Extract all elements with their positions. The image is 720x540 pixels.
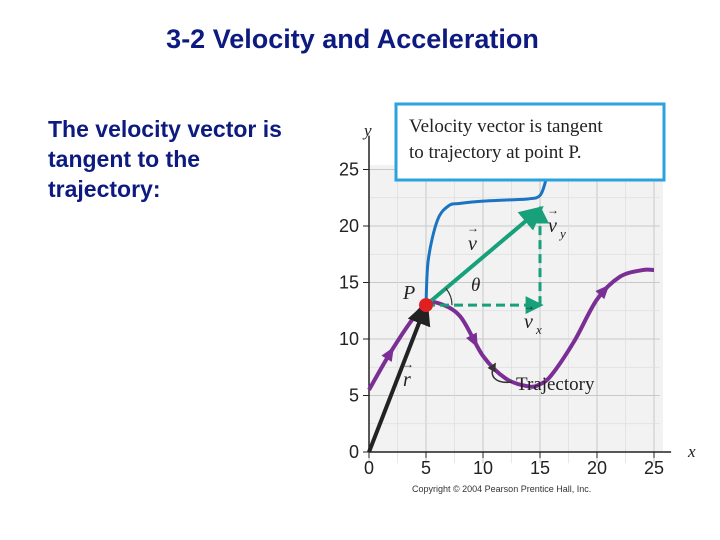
callout-box — [394, 102, 666, 182]
x-tick-label: 5 — [421, 458, 431, 478]
y-tick-label: 10 — [339, 329, 359, 349]
y-tick-label: 5 — [349, 386, 359, 406]
vector-arrow-glyph: → — [467, 221, 479, 235]
y-tick-label: 0 — [349, 442, 359, 462]
body-text: The velocity vector is tangent to the tr… — [48, 116, 282, 202]
x-tick-label: 20 — [587, 458, 607, 478]
plot-area — [369, 165, 663, 452]
blue-curve — [424, 157, 553, 306]
v-label: v — [468, 233, 477, 255]
vy-subscript: y — [558, 226, 566, 241]
trajectory-pointer-arrow — [487, 362, 513, 384]
r-symbol: r — [403, 369, 411, 391]
vector-arrow-glyph: → — [547, 203, 559, 217]
y-axis-label: y — [362, 121, 372, 140]
position-vector — [367, 300, 431, 453]
y-tick-label: 15 — [339, 273, 359, 293]
velocity-vector — [424, 205, 544, 307]
x-tick-label: 15 — [530, 458, 550, 478]
point-p-marker — [419, 298, 433, 313]
vector-arrow-glyph: → — [402, 357, 414, 371]
callout-line-2: to trajectory at point P. — [409, 142, 582, 163]
vy-label: v y → — [547, 203, 566, 241]
angle-arc — [445, 287, 453, 306]
velocity-label: v → — [467, 221, 479, 255]
trajectory-arrowhead — [466, 332, 478, 348]
r-label: r → — [402, 357, 414, 391]
copyright-notice: Copyright © 2004 Pearson Prentice Hall, … — [412, 484, 592, 494]
vy-symbol: v — [548, 215, 557, 237]
tick-labels: 0 5 10 15 20 25 0 5 10 15 20 25 — [339, 160, 664, 479]
point-p-label: P — [402, 282, 415, 304]
x-tick-label: 0 — [364, 458, 374, 478]
vx-label: v x → — [523, 299, 542, 337]
x-tick-label: 25 — [644, 458, 664, 478]
vector-arrow-glyph: → — [523, 299, 535, 313]
y-tick-label: 20 — [339, 216, 359, 236]
trajectory-direction-arrows — [381, 284, 610, 362]
slide-title: 3-2 Velocity and Acceleration — [166, 24, 539, 54]
trajectory-label: Trajectory — [516, 374, 595, 395]
callout-line-1: Velocity vector is tangent — [409, 116, 603, 137]
vx-subscript: x — [535, 322, 542, 337]
angle-label: θ — [471, 275, 480, 296]
trajectory-arrowhead — [595, 284, 610, 300]
x-axis-label: x — [687, 442, 696, 461]
axes — [368, 135, 672, 453]
vx-symbol: v — [524, 311, 533, 333]
x-tick-label: 10 — [473, 458, 493, 478]
y-tick-label: 25 — [339, 160, 359, 180]
trajectory-arrowhead — [381, 346, 394, 362]
